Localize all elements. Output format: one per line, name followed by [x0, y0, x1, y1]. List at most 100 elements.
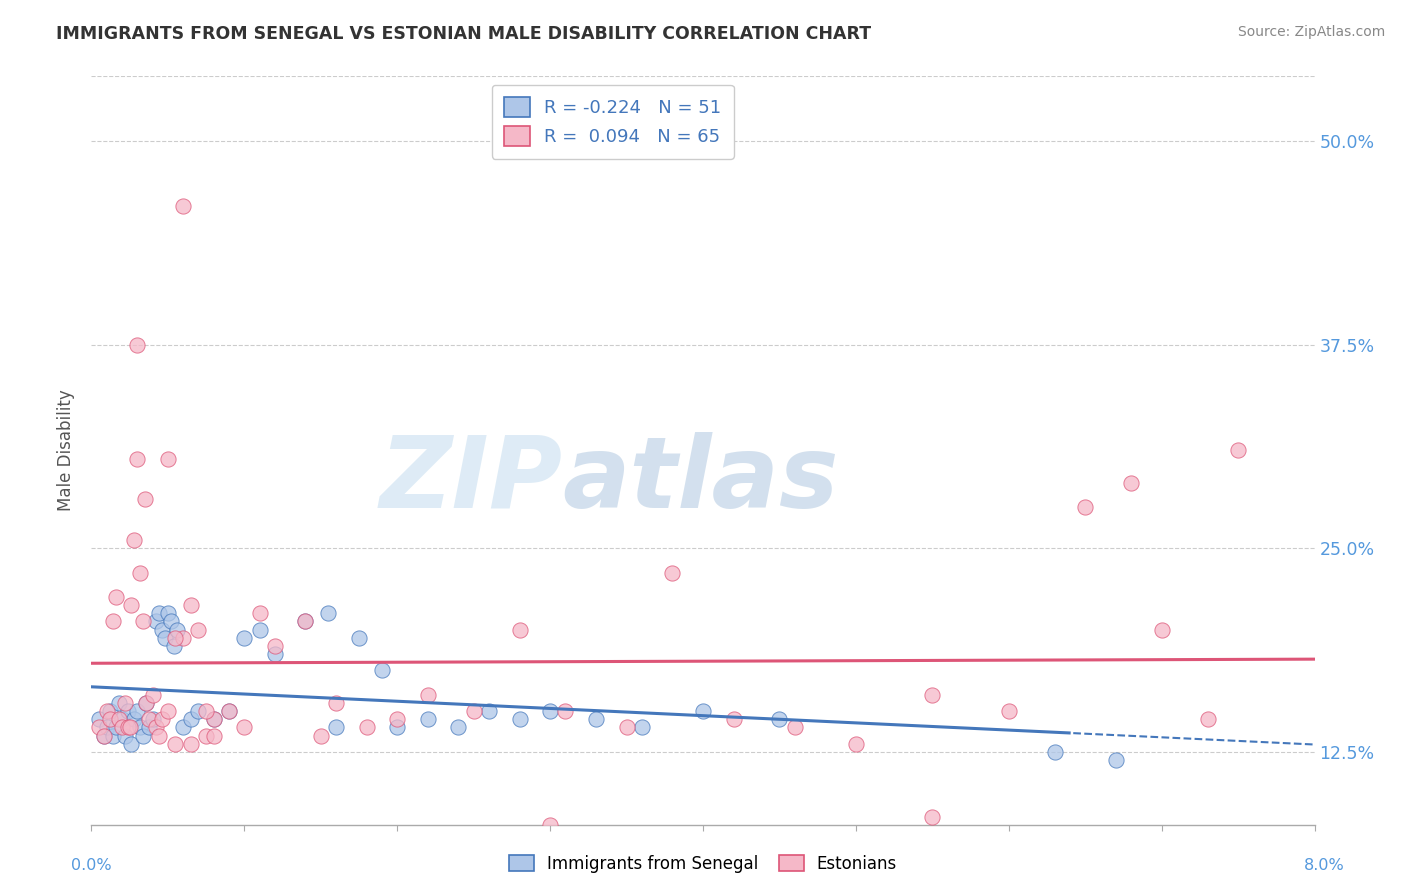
- Point: [585, 712, 607, 726]
- Point: [145, 720, 167, 734]
- Point: [138, 712, 160, 726]
- Point: [509, 712, 531, 726]
- Point: [249, 607, 271, 621]
- Point: [120, 737, 142, 751]
- Point: [108, 712, 131, 726]
- Point: [108, 696, 131, 710]
- Point: [114, 696, 136, 710]
- Point: [150, 712, 173, 726]
- Point: [416, 688, 439, 702]
- Point: [138, 720, 160, 734]
- Point: [1105, 753, 1128, 767]
- Point: [249, 623, 271, 637]
- Point: [141, 712, 163, 726]
- Point: [1227, 443, 1250, 458]
- Point: [356, 720, 378, 734]
- Point: [661, 566, 683, 580]
- Point: [118, 720, 141, 734]
- Legend: Immigrants from Senegal, Estonians: Immigrants from Senegal, Estonians: [502, 848, 904, 880]
- Point: [416, 712, 439, 726]
- Point: [135, 696, 157, 710]
- Point: [172, 631, 194, 645]
- Point: [264, 639, 287, 653]
- Point: [921, 810, 943, 824]
- Point: [233, 720, 256, 734]
- Point: [218, 704, 240, 718]
- Point: [1197, 712, 1219, 726]
- Point: [195, 704, 218, 718]
- Point: [385, 712, 409, 726]
- Point: [160, 615, 183, 629]
- Point: [150, 623, 173, 637]
- Point: [554, 704, 576, 718]
- Point: [141, 688, 163, 702]
- Legend: R = -0.224   N = 51, R =  0.094   N = 65: R = -0.224 N = 51, R = 0.094 N = 65: [492, 85, 734, 159]
- Point: [998, 704, 1021, 718]
- Text: IMMIGRANTS FROM SENEGAL VS ESTONIAN MALE DISABILITY CORRELATION CHART: IMMIGRANTS FROM SENEGAL VS ESTONIAN MALE…: [56, 25, 872, 43]
- Point: [187, 704, 209, 718]
- Point: [692, 704, 714, 718]
- Point: [723, 712, 745, 726]
- Point: [202, 712, 225, 726]
- Point: [202, 712, 225, 726]
- Point: [145, 615, 167, 629]
- Point: [325, 720, 347, 734]
- Point: [538, 704, 561, 718]
- Point: [845, 737, 868, 751]
- Point: [347, 631, 370, 645]
- Point: [129, 720, 152, 734]
- Point: [127, 451, 149, 466]
- Point: [98, 704, 121, 718]
- Point: [166, 623, 188, 637]
- Point: [371, 664, 394, 678]
- Point: [122, 712, 145, 726]
- Point: [148, 607, 170, 621]
- Point: [111, 712, 134, 726]
- Text: Source: ZipAtlas.com: Source: ZipAtlas.com: [1237, 25, 1385, 39]
- Point: [122, 533, 145, 547]
- Point: [294, 615, 316, 629]
- Point: [921, 688, 943, 702]
- Point: [101, 729, 124, 743]
- Point: [233, 631, 256, 645]
- Point: [509, 623, 531, 637]
- Point: [172, 720, 194, 734]
- Point: [202, 729, 225, 743]
- Point: [385, 720, 409, 734]
- Point: [96, 720, 118, 734]
- Point: [111, 720, 134, 734]
- Point: [93, 729, 115, 743]
- Point: [98, 712, 121, 726]
- Point: [783, 720, 806, 734]
- Point: [153, 631, 176, 645]
- Point: [325, 696, 347, 710]
- Point: [1043, 745, 1066, 759]
- Point: [478, 704, 501, 718]
- Point: [127, 704, 149, 718]
- Point: [104, 590, 127, 604]
- Point: [768, 712, 790, 726]
- Point: [616, 720, 638, 734]
- Text: 8.0%: 8.0%: [1305, 858, 1344, 872]
- Point: [463, 704, 485, 718]
- Point: [114, 729, 136, 743]
- Point: [463, 834, 485, 848]
- Point: [447, 720, 470, 734]
- Y-axis label: Male Disability: Male Disability: [58, 390, 76, 511]
- Point: [1150, 623, 1173, 637]
- Point: [134, 492, 156, 507]
- Point: [309, 729, 332, 743]
- Point: [187, 623, 209, 637]
- Point: [172, 199, 194, 213]
- Point: [631, 720, 654, 734]
- Point: [87, 720, 110, 734]
- Point: [163, 639, 186, 653]
- Point: [1074, 500, 1097, 515]
- Point: [165, 737, 187, 751]
- Point: [104, 720, 127, 734]
- Text: ZIP: ZIP: [380, 432, 562, 529]
- Point: [165, 631, 187, 645]
- Point: [156, 607, 179, 621]
- Point: [156, 451, 179, 466]
- Text: atlas: atlas: [562, 432, 839, 529]
